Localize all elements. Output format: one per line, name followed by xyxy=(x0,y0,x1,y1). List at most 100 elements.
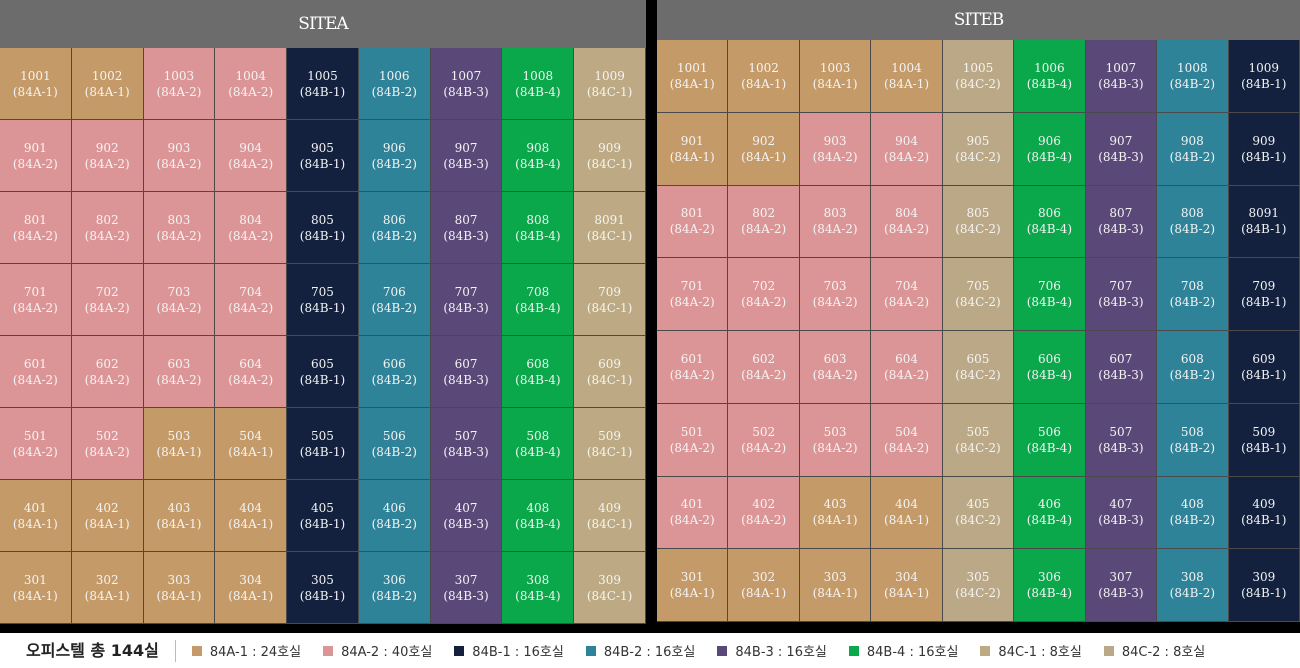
unit-cell[interactable]: 909 (84C-1) xyxy=(574,120,646,192)
unit-cell[interactable]: 1004 (84A-1) xyxy=(871,40,943,113)
unit-cell[interactable]: 507 (84B-3) xyxy=(1085,403,1158,477)
unit-cell[interactable]: 705 (84B-1) xyxy=(287,264,359,336)
unit-cell[interactable]: 408 (84B-2) xyxy=(1157,476,1229,550)
unit-cell[interactable]: 804 (84A-2) xyxy=(215,192,288,264)
unit-cell[interactable]: 1001 (84A-1) xyxy=(0,48,72,120)
unit-cell[interactable]: 606 (84B-4) xyxy=(1014,331,1086,404)
unit-cell[interactable]: 502 (84A-2) xyxy=(71,408,144,480)
unit-cell[interactable]: 609 (84C-1) xyxy=(574,336,646,408)
unit-cell[interactable]: 708 (84B-2) xyxy=(1157,258,1229,331)
unit-cell[interactable]: 506 (84B-2) xyxy=(358,408,431,480)
unit-cell[interactable]: 907 (84B-3) xyxy=(430,120,503,192)
unit-cell[interactable]: 1007 (84B-3) xyxy=(430,48,503,120)
unit-cell[interactable]: 602 (84A-2) xyxy=(728,331,800,404)
unit-cell[interactable]: 304 (84A-1) xyxy=(215,552,288,624)
unit-cell[interactable]: 504 (84A-2) xyxy=(871,403,943,477)
unit-cell[interactable]: 502 (84A-2) xyxy=(728,403,800,477)
unit-cell[interactable]: 803 (84A-2) xyxy=(143,192,216,264)
unit-cell[interactable]: 607 (84B-3) xyxy=(1085,331,1158,404)
unit-cell[interactable]: 705 (84C-2) xyxy=(942,258,1015,331)
unit-cell[interactable]: 703 (84A-2) xyxy=(143,264,216,336)
unit-cell[interactable]: 1006 (84B-2) xyxy=(358,48,431,120)
unit-cell[interactable]: 802 (84A-2) xyxy=(71,192,144,264)
unit-cell[interactable]: 407 (84B-3) xyxy=(1085,476,1158,550)
unit-cell[interactable]: 308 (84B-2) xyxy=(1157,549,1229,622)
unit-cell[interactable]: 308 (84B-4) xyxy=(502,552,575,624)
unit-cell[interactable]: 507 (84B-3) xyxy=(430,408,503,480)
unit-cell[interactable]: 309 (84B-1) xyxy=(1228,549,1300,622)
unit-cell[interactable]: 307 (84B-3) xyxy=(430,552,503,624)
unit-cell[interactable]: 609 (84B-1) xyxy=(1228,331,1300,404)
unit-cell[interactable]: 401 (84A-1) xyxy=(0,480,72,552)
unit-cell[interactable]: 404 (84A-1) xyxy=(871,476,943,550)
unit-cell[interactable]: 402 (84A-1) xyxy=(71,480,144,552)
unit-cell[interactable]: 1003 (84A-1) xyxy=(799,40,872,113)
unit-cell[interactable]: 408 (84B-4) xyxy=(502,480,575,552)
unit-cell[interactable]: 8091 (84C-1) xyxy=(574,192,646,264)
unit-cell[interactable]: 708 (84B-4) xyxy=(502,264,575,336)
unit-cell[interactable]: 1001 (84A-1) xyxy=(657,40,729,113)
unit-cell[interactable]: 908 (84B-2) xyxy=(1157,112,1229,186)
unit-cell[interactable]: 409 (84B-1) xyxy=(1228,476,1300,550)
unit-cell[interactable]: 807 (84B-3) xyxy=(430,192,503,264)
unit-cell[interactable]: 403 (84A-1) xyxy=(143,480,216,552)
unit-cell[interactable]: 1006 (84B-4) xyxy=(1014,40,1086,113)
unit-cell[interactable]: 606 (84B-2) xyxy=(358,336,431,408)
unit-cell[interactable]: 709 (84B-1) xyxy=(1228,258,1300,331)
unit-cell[interactable]: 709 (84C-1) xyxy=(574,264,646,336)
unit-cell[interactable]: 401 (84A-2) xyxy=(657,476,729,550)
unit-cell[interactable]: 302 (84A-1) xyxy=(728,549,800,622)
unit-cell[interactable]: 601 (84A-2) xyxy=(0,336,72,408)
unit-cell[interactable]: 604 (84A-2) xyxy=(215,336,288,408)
unit-cell[interactable]: 605 (84C-2) xyxy=(942,331,1015,404)
unit-cell[interactable]: 402 (84A-2) xyxy=(728,476,800,550)
unit-cell[interactable]: 407 (84B-3) xyxy=(430,480,503,552)
unit-cell[interactable]: 305 (84C-2) xyxy=(942,549,1015,622)
unit-cell[interactable]: 403 (84A-1) xyxy=(799,476,872,550)
unit-cell[interactable]: 504 (84A-1) xyxy=(215,408,288,480)
unit-cell[interactable]: 505 (84C-2) xyxy=(942,403,1015,477)
unit-cell[interactable]: 306 (84B-4) xyxy=(1014,549,1086,622)
unit-cell[interactable]: 406 (84B-4) xyxy=(1014,476,1086,550)
unit-cell[interactable]: 1005 (84C-2) xyxy=(942,40,1015,113)
unit-cell[interactable]: 301 (84A-1) xyxy=(657,549,729,622)
unit-cell[interactable]: 506 (84B-4) xyxy=(1014,403,1086,477)
unit-cell[interactable]: 601 (84A-2) xyxy=(657,331,729,404)
unit-cell[interactable]: 803 (84A-2) xyxy=(799,185,872,259)
unit-cell[interactable]: 503 (84A-2) xyxy=(799,403,872,477)
unit-cell[interactable]: 304 (84A-1) xyxy=(871,549,943,622)
unit-cell[interactable]: 405 (84B-1) xyxy=(287,480,359,552)
unit-cell[interactable]: 702 (84A-2) xyxy=(728,258,800,331)
unit-cell[interactable]: 903 (84A-2) xyxy=(799,112,872,186)
unit-cell[interactable]: 409 (84C-1) xyxy=(574,480,646,552)
unit-cell[interactable]: 702 (84A-2) xyxy=(71,264,144,336)
unit-cell[interactable]: 808 (84B-2) xyxy=(1157,185,1229,259)
unit-cell[interactable]: 903 (84A-2) xyxy=(143,120,216,192)
unit-cell[interactable]: 901 (84A-1) xyxy=(657,112,729,186)
unit-cell[interactable]: 804 (84A-2) xyxy=(871,185,943,259)
unit-cell[interactable]: 906 (84B-2) xyxy=(358,120,431,192)
unit-cell[interactable]: 503 (84A-1) xyxy=(143,408,216,480)
unit-cell[interactable]: 1008 (84B-4) xyxy=(502,48,575,120)
unit-cell[interactable]: 1002 (84A-1) xyxy=(71,48,144,120)
unit-cell[interactable]: 306 (84B-2) xyxy=(358,552,431,624)
unit-cell[interactable]: 806 (84B-4) xyxy=(1014,185,1086,259)
unit-cell[interactable]: 909 (84B-1) xyxy=(1228,112,1300,186)
unit-cell[interactable]: 509 (84C-1) xyxy=(574,408,646,480)
unit-cell[interactable]: 1004 (84A-2) xyxy=(215,48,288,120)
unit-cell[interactable]: 508 (84B-2) xyxy=(1157,403,1229,477)
unit-cell[interactable]: 801 (84A-2) xyxy=(0,192,72,264)
unit-cell[interactable]: 603 (84A-2) xyxy=(799,331,872,404)
unit-cell[interactable]: 902 (84A-2) xyxy=(71,120,144,192)
unit-cell[interactable]: 608 (84B-2) xyxy=(1157,331,1229,404)
unit-cell[interactable]: 501 (84A-2) xyxy=(0,408,72,480)
unit-cell[interactable]: 1008 (84B-2) xyxy=(1157,40,1229,113)
unit-cell[interactable]: 404 (84A-1) xyxy=(215,480,288,552)
unit-cell[interactable]: 603 (84A-2) xyxy=(143,336,216,408)
unit-cell[interactable]: 305 (84B-1) xyxy=(287,552,359,624)
unit-cell[interactable]: 604 (84A-2) xyxy=(871,331,943,404)
unit-cell[interactable]: 908 (84B-4) xyxy=(502,120,575,192)
unit-cell[interactable]: 1005 (84B-1) xyxy=(287,48,359,120)
unit-cell[interactable]: 309 (84C-1) xyxy=(574,552,646,624)
unit-cell[interactable]: 706 (84B-2) xyxy=(358,264,431,336)
